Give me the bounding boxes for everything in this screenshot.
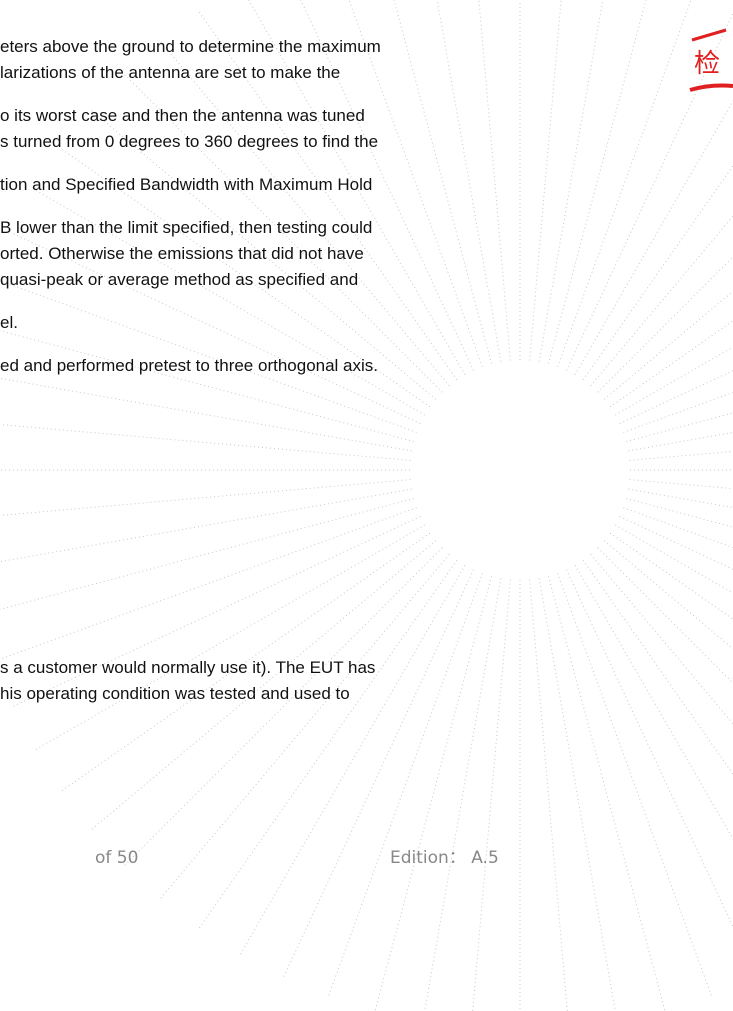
body-text-line: s turned from 0 degrees to 360 degrees t… <box>0 132 378 151</box>
stamp: 检 <box>690 30 733 90</box>
body-text-line: el. <box>0 313 18 332</box>
watermark-ray <box>626 325 733 441</box>
watermark-ray <box>160 41 449 386</box>
watermark-ray <box>471 580 510 1011</box>
body-text-line: larizations of the antenna are set to ma… <box>0 63 340 82</box>
watermark-ray <box>620 233 733 423</box>
watermark-ray <box>623 508 733 662</box>
page: 检 eters above the ground to determine th… <box>0 0 733 1011</box>
watermark-ray <box>610 149 733 407</box>
watermark-ray <box>558 573 712 996</box>
watermark-ray <box>0 325 414 441</box>
watermark-ray <box>0 498 414 614</box>
watermark-ray <box>423 0 501 362</box>
document-page: 检 eters above the ground to determine th… <box>0 0 733 1011</box>
watermark-ray <box>539 578 617 1011</box>
watermark-ray <box>610 533 733 791</box>
body-text-line: B lower than the limit specified, then t… <box>0 218 372 237</box>
watermark-ray <box>124 548 442 866</box>
watermark-ray <box>0 508 417 662</box>
watermark-ray <box>12 516 420 706</box>
watermark-ray <box>598 74 733 392</box>
page-number: of 50 <box>95 848 138 868</box>
watermark-ray <box>558 0 712 367</box>
watermark-ray <box>604 110 733 399</box>
stamp-text: 检 <box>694 49 720 79</box>
body-text-line: eters above the ground to determine the … <box>0 37 381 56</box>
watermark-ray <box>548 0 664 364</box>
watermark-ray <box>35 525 425 750</box>
body-text-line: orted. Otherwise the emissions that did … <box>0 244 364 263</box>
body-text-line: s a customer would normally use it). The… <box>0 658 375 677</box>
watermark-ray <box>423 578 501 1011</box>
watermark-ray <box>591 554 733 899</box>
watermark-ray <box>615 190 733 415</box>
body-text-line: tion and Specified Bandwidth with Maximu… <box>0 175 372 194</box>
watermark-ray <box>583 560 733 929</box>
watermark-ray <box>0 373 412 451</box>
watermark-ray <box>615 525 733 750</box>
watermark-ray <box>626 498 733 614</box>
watermark-ray <box>240 565 465 955</box>
watermark-ray <box>328 573 482 996</box>
edition: Edition： A.5 <box>390 848 499 868</box>
watermark-ray <box>598 548 733 866</box>
watermark-ray <box>575 565 733 955</box>
watermark-ray <box>375 0 491 364</box>
body-text-line: quasi-peak or average method as specifie… <box>0 270 358 289</box>
body-text-line: o its worst case and then the antenna wa… <box>0 106 365 125</box>
watermark-ray <box>548 576 664 1011</box>
body-text-line: ed and performed pretest to three orthog… <box>0 356 378 375</box>
watermark-ray <box>375 576 491 1011</box>
watermark-ray <box>604 541 733 830</box>
body-text-line: his operating condition was tested and u… <box>0 684 350 703</box>
watermark-ray <box>539 0 617 362</box>
watermark-ray <box>199 560 457 929</box>
watermark-ray <box>591 41 733 386</box>
watermark-ray <box>566 570 733 978</box>
watermark-ray <box>530 580 569 1011</box>
watermark-ray <box>620 516 733 706</box>
watermark-ray <box>0 480 410 519</box>
watermark-ray <box>0 489 412 567</box>
watermark-ray <box>0 421 410 460</box>
watermark-ray <box>623 278 733 432</box>
watermark-ray <box>283 570 473 978</box>
